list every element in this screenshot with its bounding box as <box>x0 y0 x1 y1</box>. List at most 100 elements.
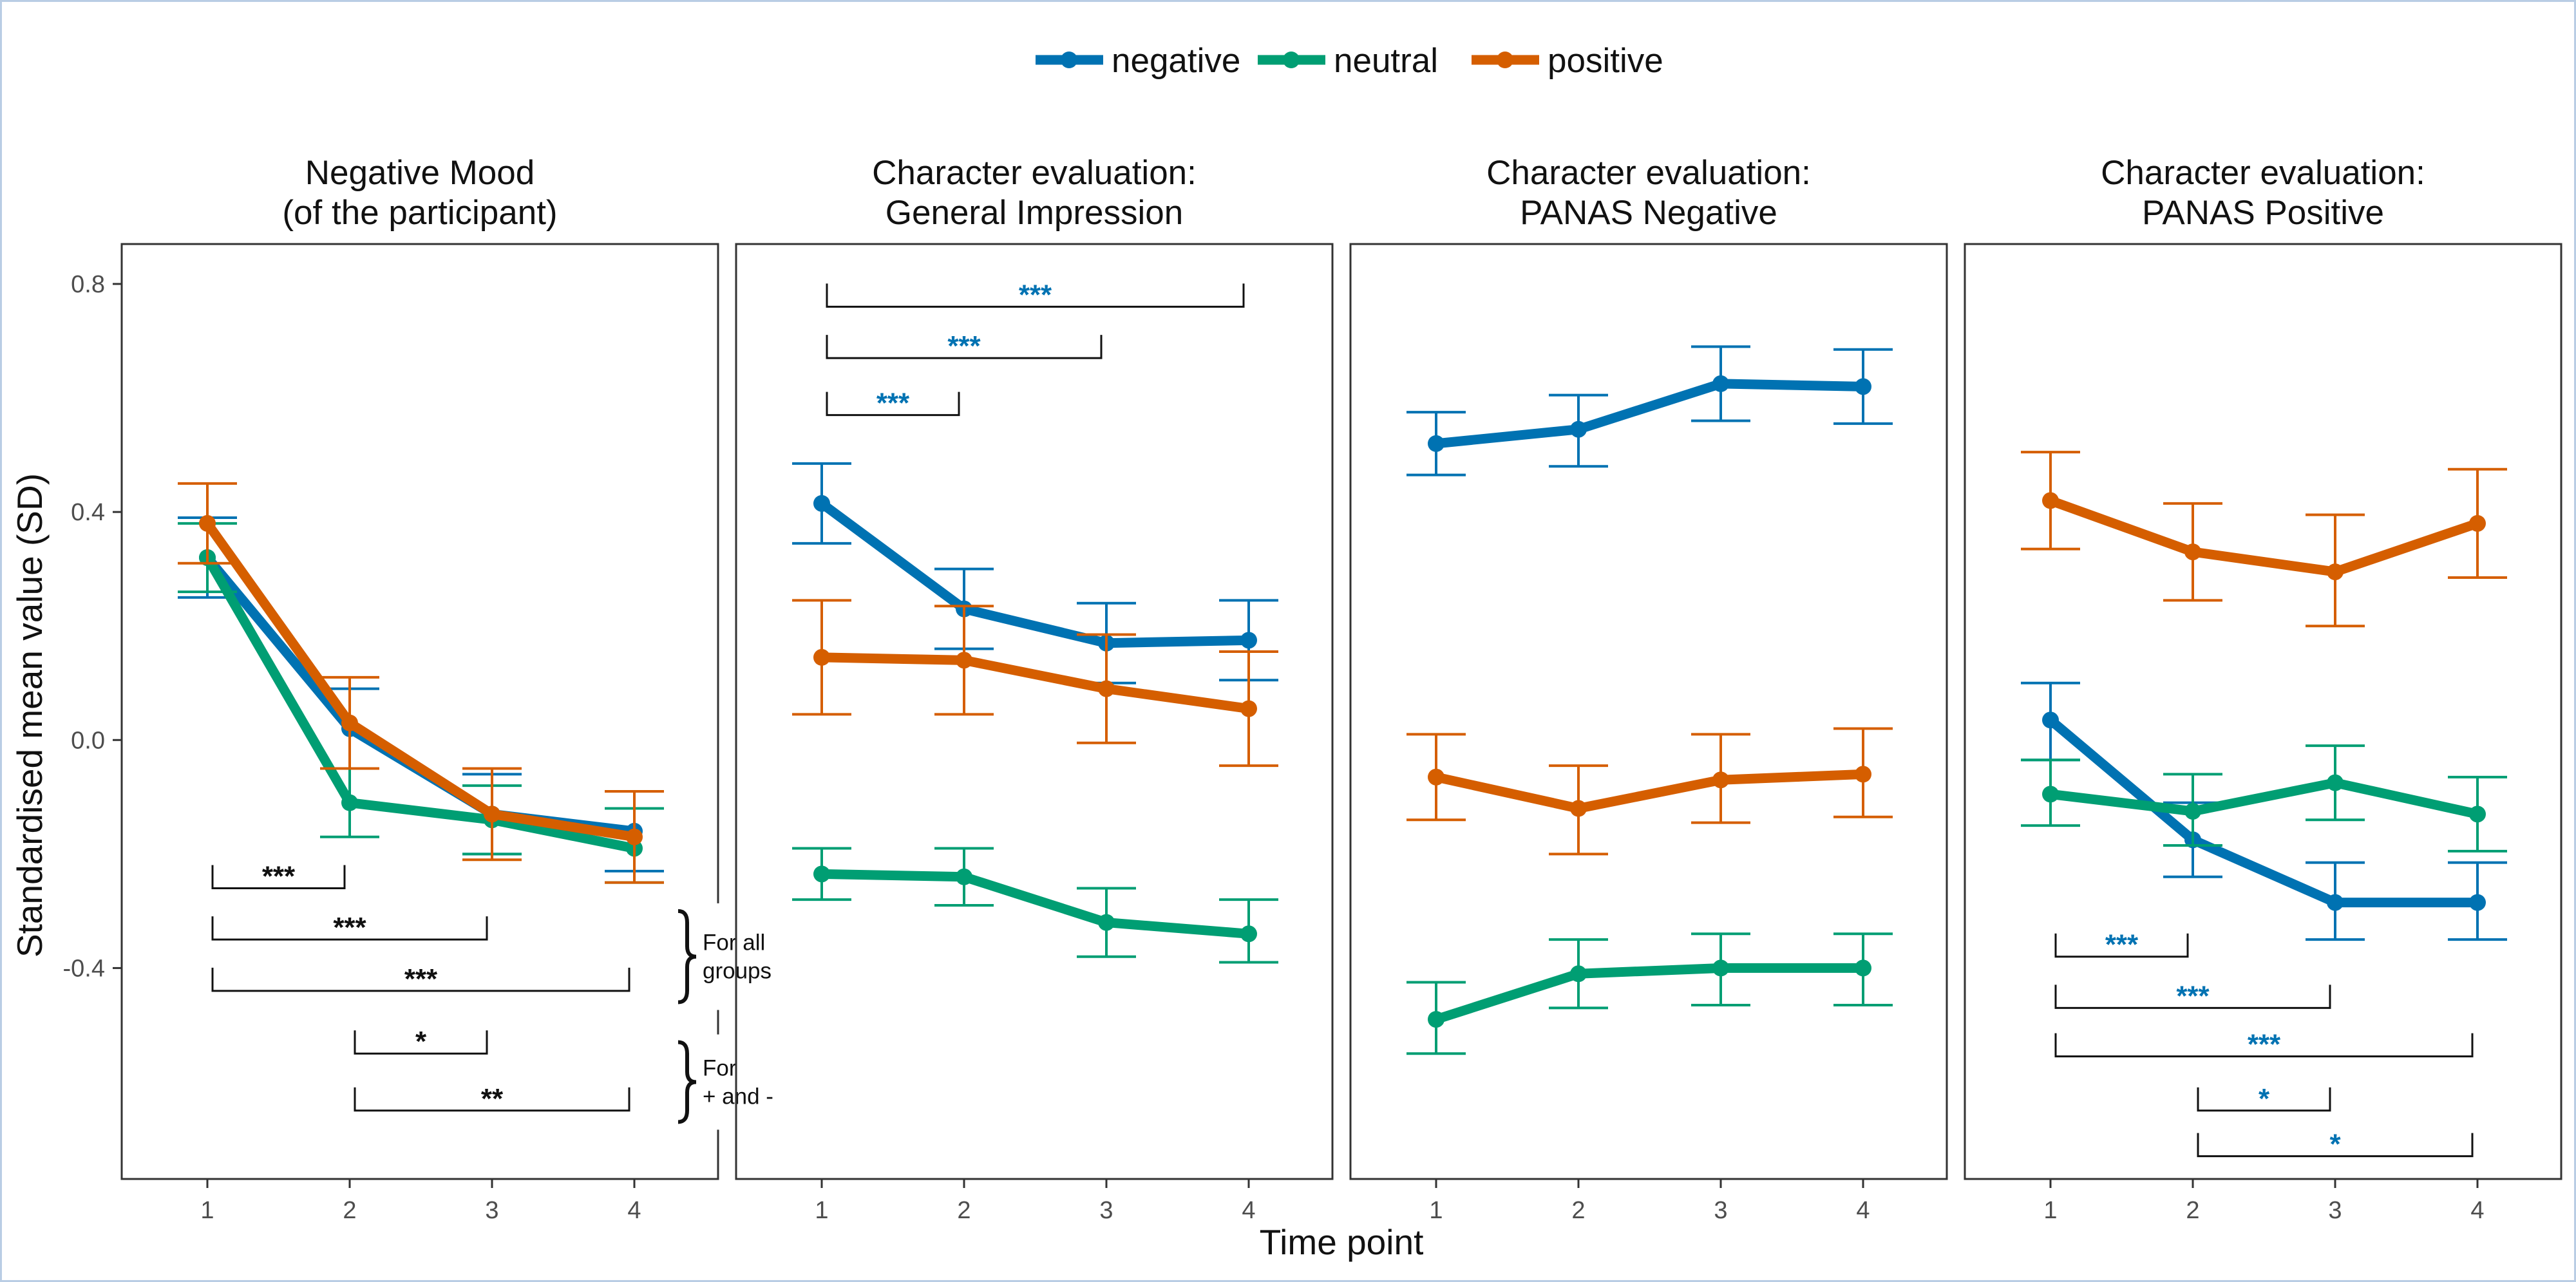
x-tick-label: 3 <box>485 1197 498 1224</box>
series-positive <box>178 482 664 884</box>
series-line-positive <box>2049 496 2479 577</box>
data-point-negative <box>1855 378 1871 395</box>
data-point-positive <box>813 648 830 666</box>
data-point-positive <box>484 806 500 823</box>
data-point-neutral <box>1570 965 1587 983</box>
significance-bracket: *** <box>2054 980 2331 1012</box>
legend-marker-negative <box>1061 52 1077 68</box>
series-neutral <box>2021 744 2507 853</box>
data-point-positive <box>1428 768 1444 786</box>
legend-label-neutral: neutral <box>1334 42 1438 80</box>
data-point-neutral <box>956 868 972 885</box>
series-negative <box>178 516 664 872</box>
significance-bracket: *** <box>2054 1029 2474 1060</box>
panel-title-line2: PANAS Positive <box>2142 194 2384 232</box>
panel-frame <box>1349 243 1948 1180</box>
panel-title-line2: PANAS Negative <box>1520 194 1777 232</box>
x-tick-label: 4 <box>627 1197 641 1224</box>
data-point-negative <box>1570 420 1587 438</box>
data-point-negative <box>1240 632 1257 649</box>
significance-bracket: * <box>354 1026 488 1057</box>
significance-label: * <box>415 1026 427 1057</box>
legend-entry-neutral: neutral <box>1258 42 1438 80</box>
data-point-positive <box>626 828 643 845</box>
x-tick-label: 1 <box>200 1197 214 1224</box>
x-tick-label: 1 <box>2043 1197 2057 1224</box>
significance-bracket: *** <box>211 912 488 943</box>
series-line-neutral <box>203 555 636 853</box>
significance-bracket: * <box>2197 1083 2331 1115</box>
series-negative <box>2021 681 2507 941</box>
series-neutral <box>1406 932 1893 1055</box>
significance-bracket: * <box>2197 1129 2474 1160</box>
significance-label: * <box>2259 1083 2270 1115</box>
panel-frame <box>1964 243 2562 1180</box>
panel-frame <box>120 243 719 1180</box>
data-point-positive <box>2042 492 2059 509</box>
note-line2: groups <box>703 959 772 984</box>
data-point-neutral <box>341 794 358 811</box>
series-positive <box>1406 727 1893 856</box>
data-point-positive <box>1855 766 1871 783</box>
data-point-neutral <box>1428 1011 1444 1028</box>
series-neutral <box>792 847 1278 964</box>
note-line2: + and - <box>703 1084 773 1109</box>
data-point-negative <box>813 495 830 512</box>
panel-title-line2: (of the participant) <box>282 194 557 232</box>
panel-frame <box>735 243 1334 1180</box>
data-point-neutral <box>813 865 830 883</box>
data-point-neutral <box>1098 914 1115 931</box>
x-tick-label: 1 <box>1429 1197 1443 1224</box>
significance-bracket: *** <box>826 279 1245 310</box>
data-point-neutral <box>1240 925 1257 943</box>
legend-entry-negative: negative <box>1036 42 1240 80</box>
significance-bracket: *** <box>826 388 960 419</box>
x-tick-label: 2 <box>1571 1197 1585 1224</box>
x-tick-label: 3 <box>1099 1197 1113 1224</box>
y-tick-label: 0.0 <box>71 727 105 754</box>
curly-brace <box>677 909 697 1004</box>
significance-bracket: *** <box>2054 929 2189 961</box>
panel-1: Negative Mood(of the participant) 1 2 3 4 0.8… <box>63 154 773 1224</box>
data-point-neutral <box>2184 802 2201 820</box>
data-point-positive <box>341 714 358 731</box>
data-point-positive <box>1570 800 1587 817</box>
panel-2: Character evaluation:General Impression 1… <box>735 154 1334 1224</box>
series-line-positive <box>1435 769 1864 814</box>
significance-label: *** <box>333 912 366 943</box>
significance-label: *** <box>1019 279 1052 310</box>
group-note: For all groups <box>677 903 772 1010</box>
x-tick-label: 2 <box>2186 1197 2199 1224</box>
series-line-neutral <box>821 869 1249 939</box>
panel-title-line1: Character evaluation: <box>872 154 1197 192</box>
significance-label: *** <box>2248 1029 2281 1060</box>
x-tick-label: 2 <box>343 1197 356 1224</box>
significance-label: *** <box>876 388 910 419</box>
significance-bracket: ** <box>354 1083 630 1115</box>
data-point-negative <box>1428 435 1444 452</box>
series-line-neutral <box>2050 778 2479 819</box>
panel-title-line1: Negative Mood <box>305 154 535 192</box>
significance-label: *** <box>262 860 296 892</box>
series-positive <box>2021 451 2507 628</box>
significance-label: *** <box>947 330 981 362</box>
x-tick-label: 3 <box>1714 1197 1727 1224</box>
data-point-neutral <box>2327 774 2344 791</box>
panel-3: Character evaluation:PANAS Negative 1 2 3 4 <box>1349 154 1948 1224</box>
series-line-negative <box>204 554 635 836</box>
data-point-negative <box>2327 894 2344 911</box>
y-tick-label: 0.4 <box>71 499 105 526</box>
data-point-neutral <box>1712 959 1729 977</box>
data-point-positive <box>2327 563 2344 581</box>
legend-label-negative: negative <box>1112 42 1240 80</box>
x-tick-label: 4 <box>1856 1197 1870 1224</box>
significance-bracket: *** <box>211 963 630 995</box>
x-tick-label: 1 <box>815 1197 828 1224</box>
legend-entry-positive: positive <box>1472 42 1663 80</box>
data-point-neutral <box>2469 806 2486 823</box>
data-point-negative <box>2469 894 2486 911</box>
y-tick-label: 0.8 <box>71 271 105 298</box>
group-note: For + and - <box>677 1034 773 1130</box>
panel-4: Character evaluation:PANAS Positive 1 2 3 4 *… <box>1964 154 2562 1224</box>
